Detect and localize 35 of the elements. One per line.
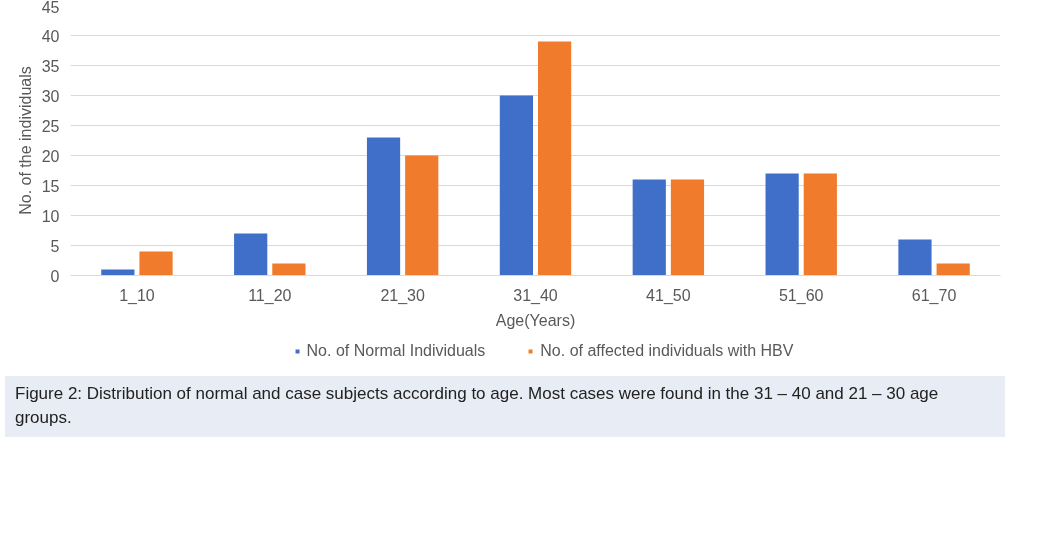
y-axis-title: No. of the individuals: [16, 66, 34, 215]
y-tick-label: 20: [41, 147, 60, 165]
y-tick-label: 10: [41, 207, 60, 225]
bar: [499, 95, 534, 276]
x-tick-label: 41_50: [646, 286, 691, 305]
bar: [234, 233, 268, 276]
bar: [898, 239, 932, 276]
y-tick-label: 30: [41, 87, 60, 105]
bar: [537, 41, 572, 276]
x-tick-label: 61_70: [911, 286, 957, 305]
caption: Figure 2: Distribution of normal and case subjects according to age. Most cases were found in the 31 – 40 and 21 – 30 age groups.: [15, 383, 940, 430]
x-tick-label: 21_30: [380, 286, 425, 305]
legend-label: No. of Normal Individuals: [306, 342, 486, 360]
bar: [936, 263, 970, 276]
y-tick-label: 40: [41, 27, 60, 45]
bar: [139, 251, 173, 276]
x-tick-label: 1_10: [119, 286, 155, 305]
bar: [405, 155, 439, 276]
y-tick-label: 25: [41, 117, 60, 135]
y-tick-label: 15: [41, 177, 60, 195]
y-tick-label: 0: [50, 267, 60, 285]
bar: [366, 137, 401, 276]
y-tick-label: 35: [41, 57, 60, 75]
legend-label: No. of affected individuals with HBV: [540, 342, 794, 360]
x-tick-label: 31_40: [513, 286, 558, 305]
bar: [803, 173, 837, 276]
x-tick-label: 51_60: [778, 286, 824, 305]
bar: [765, 173, 799, 276]
y-tick-label: 45: [41, 0, 60, 16]
bar: [272, 263, 306, 276]
y-tick-label: 5: [50, 237, 60, 255]
x-tick-label: 11_20: [248, 286, 292, 305]
bar: [670, 179, 705, 276]
x-axis-title: Age(Years): [495, 311, 576, 329]
bar: [632, 179, 666, 276]
